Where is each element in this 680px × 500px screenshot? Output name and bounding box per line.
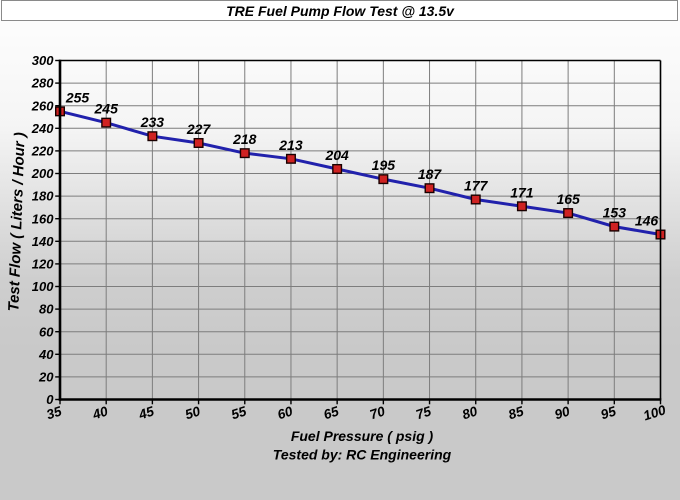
svg-text:240: 240: [31, 121, 54, 136]
svg-text:90: 90: [553, 403, 572, 422]
svg-text:255: 255: [65, 89, 90, 105]
svg-text:Test Flow ( Liters / Hour ): Test Flow ( Liters / Hour ): [5, 132, 28, 312]
svg-text:195: 195: [372, 157, 396, 173]
svg-text:80: 80: [39, 302, 54, 317]
svg-text:140: 140: [32, 234, 54, 249]
svg-text:65: 65: [322, 403, 341, 422]
svg-text:200: 200: [31, 166, 54, 181]
svg-text:280: 280: [31, 76, 54, 91]
svg-text:300: 300: [32, 53, 54, 68]
svg-text:70: 70: [368, 403, 387, 422]
svg-text:60: 60: [276, 403, 295, 422]
svg-text:60: 60: [39, 324, 54, 339]
svg-text:TRE Fuel Pump Flow Test @ 13.5: TRE Fuel Pump Flow Test @ 13.5v: [226, 3, 455, 19]
svg-text:245: 245: [94, 101, 119, 117]
svg-text:153: 153: [603, 205, 627, 221]
svg-text:100: 100: [32, 279, 54, 294]
svg-text:100: 100: [641, 402, 668, 423]
svg-text:0: 0: [46, 392, 54, 407]
svg-text:260: 260: [31, 98, 54, 113]
svg-text:40: 40: [38, 347, 54, 362]
svg-text:40: 40: [90, 403, 110, 422]
svg-text:95: 95: [599, 403, 618, 422]
svg-text:171: 171: [510, 184, 534, 200]
svg-text:80: 80: [460, 403, 479, 422]
svg-text:50: 50: [183, 403, 202, 422]
svg-text:160: 160: [32, 211, 54, 226]
svg-text:187: 187: [418, 166, 443, 182]
svg-text:233: 233: [140, 114, 165, 130]
svg-text:204: 204: [324, 147, 349, 163]
svg-text:165: 165: [556, 191, 580, 207]
svg-text:120: 120: [32, 257, 54, 272]
svg-text:85: 85: [506, 403, 525, 422]
svg-text:20: 20: [38, 370, 54, 385]
svg-text:Tested by: RC Engineering: Tested by: RC Engineering: [273, 447, 452, 463]
svg-text:180: 180: [32, 189, 54, 204]
svg-text:220: 220: [31, 144, 54, 159]
svg-text:Fuel Pressure ( psig ): Fuel Pressure ( psig ): [291, 428, 434, 444]
svg-text:227: 227: [186, 121, 212, 137]
svg-text:218: 218: [232, 131, 257, 147]
svg-text:45: 45: [136, 403, 156, 422]
svg-text:177: 177: [464, 177, 489, 193]
svg-text:213: 213: [278, 137, 303, 153]
svg-text:35: 35: [45, 403, 64, 422]
svg-text:55: 55: [229, 403, 248, 422]
svg-text:75: 75: [414, 403, 433, 422]
svg-text:146: 146: [635, 213, 659, 229]
